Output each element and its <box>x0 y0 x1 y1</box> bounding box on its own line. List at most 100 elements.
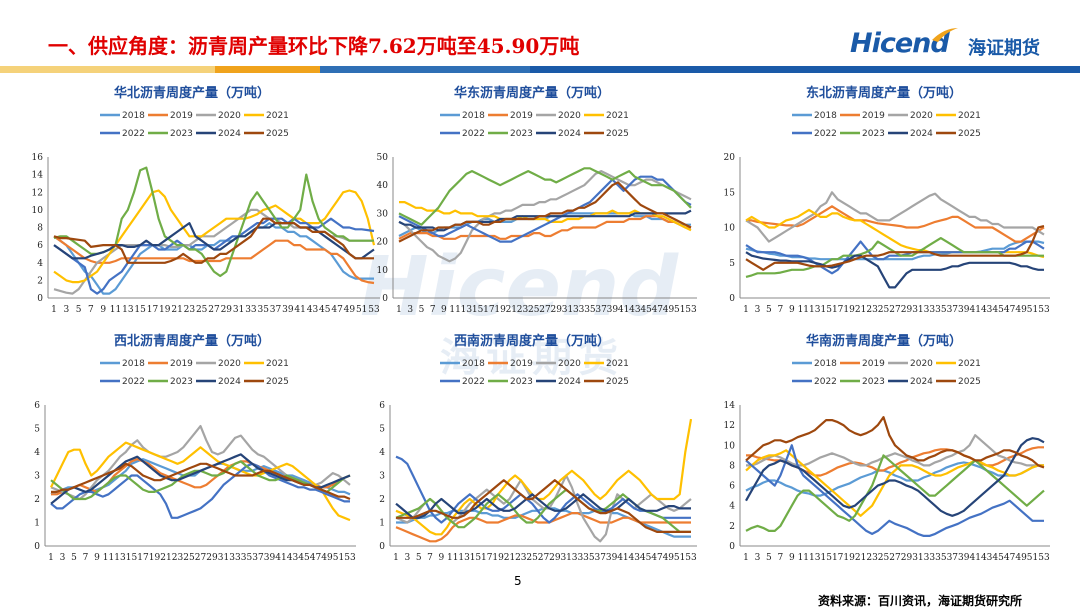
x-tick-label: 5 <box>71 553 77 563</box>
y-tick-label: 0 <box>37 294 43 304</box>
series-line-2022 <box>50 462 350 519</box>
x-tick-label: 39 <box>958 305 970 315</box>
x-tick-label: 53 <box>1038 553 1050 563</box>
x-tick-label: 27 <box>539 305 551 315</box>
series-line-2024 <box>53 222 375 260</box>
y-tick-label: 6 <box>379 401 385 411</box>
x-tick-label: 3 <box>404 553 410 563</box>
x-tick-label: 29 <box>221 305 233 315</box>
legend-label: 2023 <box>170 129 193 139</box>
x-tick-label: 13 <box>122 305 134 315</box>
x-tick-label: 17 <box>481 553 493 563</box>
y-tick-label: 12 <box>32 188 43 198</box>
x-tick-label: 45 <box>992 305 1004 315</box>
chart-title: 华东沥青周度产量（万吨） <box>454 85 610 101</box>
x-tick-label: 1 <box>51 305 57 315</box>
x-tick-label: 31 <box>562 305 573 315</box>
x-tick-label: 47 <box>331 305 343 315</box>
y-tick-label: 2 <box>379 495 385 505</box>
chart-title: 华北沥青周度产量（万吨） <box>114 85 270 101</box>
x-tick-label: 19 <box>843 553 855 563</box>
x-tick-label: 41 <box>275 553 286 563</box>
x-tick-label: 39 <box>264 553 276 563</box>
x-tick-label: 15 <box>821 305 833 315</box>
x-tick-label: 35 <box>241 553 253 563</box>
legend-label: 2025 <box>606 377 629 387</box>
x-tick-label: 37 <box>595 305 607 315</box>
x-tick-label: 51 <box>333 553 344 563</box>
x-tick-label: 15 <box>134 305 146 315</box>
x-tick-label: 15 <box>821 553 833 563</box>
x-tick-label: 33 <box>573 305 585 315</box>
x-tick-label: 49 <box>663 305 675 315</box>
legend-label: 2022 <box>814 377 837 387</box>
x-tick-label: 17 <box>832 553 844 563</box>
series-line-2025 <box>396 479 691 534</box>
x-tick-label: 53 <box>1038 305 1050 315</box>
y-tick-label: 12 <box>724 421 735 431</box>
x-tick-label: 31 <box>912 305 923 315</box>
x-tick-label: 17 <box>137 553 149 563</box>
x-tick-label: 33 <box>572 553 584 563</box>
y-tick-label: 0 <box>729 294 735 304</box>
x-tick-label: 11 <box>798 553 809 563</box>
chart-title: 东北沥青周度产量（万吨） <box>806 85 962 101</box>
series-line-2023 <box>745 454 1045 533</box>
x-tick-label: 43 <box>629 553 641 563</box>
y-tick-label: 3 <box>379 472 385 482</box>
x-tick-label: 43 <box>981 305 993 315</box>
x-tick-label: 19 <box>494 305 506 315</box>
y-tick-label: 3 <box>34 472 40 482</box>
x-tick-label: 3 <box>63 305 69 315</box>
series-line-2024 <box>395 493 691 519</box>
legend-label: 2024 <box>910 129 933 139</box>
x-tick-label: 37 <box>270 305 282 315</box>
y-tick-label: 50 <box>377 153 389 163</box>
x-tick-label: 29 <box>549 553 561 563</box>
legend-label: 2018 <box>814 111 837 121</box>
y-tick-label: 10 <box>724 224 736 234</box>
legend-label: 2021 <box>958 359 981 369</box>
legend-label: 2021 <box>266 111 289 121</box>
y-tick-label: 2 <box>729 522 735 532</box>
legend-label: 2023 <box>510 377 533 387</box>
x-tick-label: 5 <box>419 305 425 315</box>
page-title: 一、供应角度：沥青周产量环比下降7.62万吨至45.90万吨 <box>48 34 580 58</box>
y-tick-label: 10 <box>32 206 44 216</box>
series-line-2022 <box>53 217 375 295</box>
y-tick-label: 0 <box>729 542 735 552</box>
x-tick-label: 7 <box>427 553 433 563</box>
x-tick-label: 37 <box>595 553 607 563</box>
x-tick-label: 27 <box>538 553 550 563</box>
x-tick-label: 41 <box>618 305 629 315</box>
x-tick-label: 49 <box>663 553 675 563</box>
y-tick-label: 4 <box>379 448 385 458</box>
x-tick-label: 41 <box>294 305 305 315</box>
series-line-2022 <box>745 444 1044 538</box>
legend-label: 2024 <box>218 377 241 387</box>
series-line-2025 <box>745 225 1045 271</box>
logo-cn: 海证期货 <box>968 38 1040 59</box>
page-number: 5 <box>514 574 522 588</box>
legend-label: 2018 <box>122 359 145 369</box>
x-tick-label: 23 <box>172 553 184 563</box>
x-tick-label: 45 <box>640 305 652 315</box>
y-tick-label: 1 <box>379 519 385 529</box>
x-tick-label: 25 <box>526 553 538 563</box>
x-tick-label: 51 <box>1027 305 1038 315</box>
y-tick-label: 20 <box>377 238 389 248</box>
series-line-2025 <box>53 217 374 264</box>
x-tick-label: 43 <box>981 553 993 563</box>
legend-label: 2024 <box>558 129 581 139</box>
x-tick-label: 21 <box>504 553 515 563</box>
series-line-2025 <box>51 462 351 501</box>
y-tick-label: 6 <box>37 241 43 251</box>
legend-label: 2021 <box>606 111 629 121</box>
y-tick-label: 5 <box>34 425 40 435</box>
legend-label: 2025 <box>266 129 289 139</box>
legend-label: 2025 <box>266 377 289 387</box>
legend-label: 2020 <box>558 111 581 121</box>
x-tick-label: 25 <box>878 305 890 315</box>
series-line-2023 <box>398 167 692 226</box>
